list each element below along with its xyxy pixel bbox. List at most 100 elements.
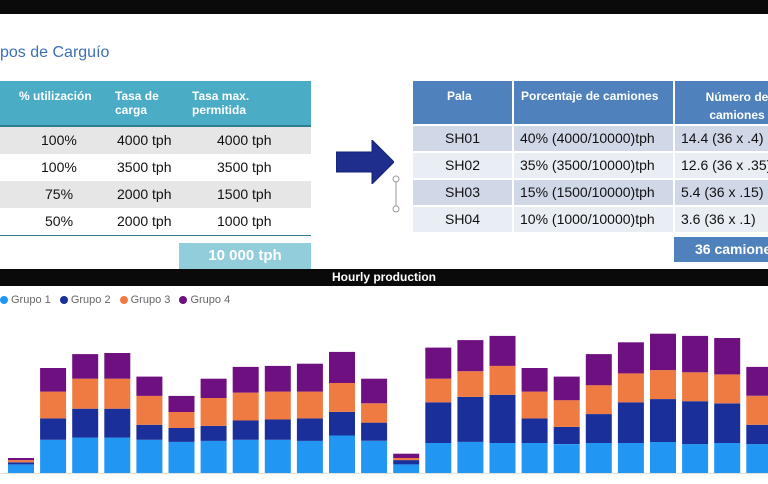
bar-segment-grupo-2[interactable]: [72, 408, 99, 438]
bar-segment-grupo-3[interactable]: [232, 392, 259, 421]
bar-segment-grupo-4[interactable]: [232, 366, 259, 393]
bar-segment-grupo-1[interactable]: [425, 443, 452, 473]
bar-segment-grupo-3[interactable]: [617, 373, 644, 403]
bar-segment-grupo-1[interactable]: [72, 437, 99, 473]
bar-segment-grupo-3[interactable]: [585, 385, 612, 414]
bar-segment-grupo-1[interactable]: [168, 441, 195, 473]
bar-segment-grupo-2[interactable]: [746, 424, 768, 445]
bar-segment-grupo-1[interactable]: [361, 440, 388, 473]
bar-segment-grupo-2[interactable]: [585, 414, 612, 443]
bar-segment-grupo-2[interactable]: [8, 462, 34, 465]
bar-segment-grupo-4[interactable]: [104, 353, 131, 379]
bar-segment-grupo-4[interactable]: [329, 351, 355, 383]
bar-segment-grupo-2[interactable]: [682, 401, 709, 445]
bar-segment-grupo-3[interactable]: [489, 365, 516, 395]
bar-segment-grupo-3[interactable]: [296, 391, 323, 419]
legend-item[interactable]: Grupo 3: [119, 294, 170, 306]
bar-segment-grupo-3[interactable]: [682, 372, 709, 402]
bar-segment-grupo-1[interactable]: [393, 464, 420, 473]
bar-segment-grupo-1[interactable]: [104, 437, 131, 473]
bar-segment-grupo-4[interactable]: [585, 354, 612, 386]
bar-segment-grupo-2[interactable]: [521, 418, 548, 443]
bar-segment-grupo-1[interactable]: [521, 443, 548, 473]
bar-segment-grupo-1[interactable]: [296, 440, 323, 473]
bar-segment-grupo-3[interactable]: [457, 371, 484, 397]
bar-segment-grupo-1[interactable]: [617, 443, 644, 473]
bar-segment-grupo-2[interactable]: [553, 426, 580, 444]
bar-segment-grupo-2[interactable]: [296, 418, 323, 441]
bar-segment-grupo-4[interactable]: [553, 376, 580, 401]
bar-segment-grupo-1[interactable]: [200, 440, 227, 473]
bar-segment-grupo-3[interactable]: [393, 458, 420, 461]
bar-segment-grupo-2[interactable]: [168, 428, 195, 442]
bar-segment-grupo-4[interactable]: [136, 376, 163, 396]
bar-segment-grupo-1[interactable]: [553, 444, 580, 473]
bar-segment-grupo-4[interactable]: [200, 378, 227, 398]
bar-segment-grupo-4[interactable]: [682, 335, 709, 373]
bar-segment-grupo-4[interactable]: [457, 340, 484, 372]
bar-segment-grupo-1[interactable]: [650, 441, 676, 473]
bar-segment-grupo-4[interactable]: [714, 338, 741, 375]
bar-segment-grupo-2[interactable]: [650, 399, 676, 442]
bar-segment-grupo-2[interactable]: [40, 418, 67, 440]
bar-segment-grupo-4[interactable]: [8, 458, 34, 461]
bar-segment-grupo-4[interactable]: [72, 354, 99, 379]
bar-segment-grupo-3[interactable]: [136, 395, 163, 425]
bar-segment-grupo-4[interactable]: [746, 366, 768, 396]
bar-segment-grupo-1[interactable]: [585, 443, 612, 473]
bar-segment-grupo-1[interactable]: [714, 443, 741, 473]
bar-segment-grupo-3[interactable]: [8, 460, 34, 463]
bar-segment-grupo-1[interactable]: [264, 439, 291, 473]
bar-segment-grupo-3[interactable]: [264, 391, 291, 420]
bar-segment-grupo-4[interactable]: [521, 368, 548, 392]
legend-item[interactable]: Grupo 4: [179, 294, 230, 306]
bar-segment-grupo-3[interactable]: [521, 391, 548, 419]
bar-segment-grupo-3[interactable]: [650, 370, 676, 399]
bar-segment-grupo-1[interactable]: [489, 443, 516, 473]
bar-segment-grupo-3[interactable]: [746, 395, 768, 425]
bar-segment-grupo-2[interactable]: [393, 460, 420, 465]
bar-segment-grupo-4[interactable]: [361, 378, 388, 404]
bar-segment-grupo-2[interactable]: [617, 402, 644, 443]
bar-segment-grupo-2[interactable]: [361, 422, 388, 441]
bar-segment-grupo-3[interactable]: [72, 378, 99, 409]
legend-item[interactable]: Grupo 1: [0, 294, 51, 306]
bar-segment-grupo-4[interactable]: [168, 395, 195, 412]
bar-segment-grupo-1[interactable]: [232, 439, 259, 473]
resize-handle-icon[interactable]: [392, 174, 400, 214]
bar-segment-grupo-1[interactable]: [682, 444, 709, 473]
bar-segment-grupo-3[interactable]: [168, 411, 195, 428]
bar-segment-grupo-4[interactable]: [296, 363, 323, 392]
bar-segment-grupo-4[interactable]: [40, 368, 67, 392]
bar-segment-grupo-2[interactable]: [425, 402, 452, 443]
bar-segment-grupo-3[interactable]: [329, 383, 355, 412]
bar-segment-grupo-1[interactable]: [136, 439, 163, 473]
bar-segment-grupo-3[interactable]: [104, 378, 131, 409]
bar-segment-grupo-3[interactable]: [200, 398, 227, 426]
bar-segment-grupo-3[interactable]: [40, 391, 67, 419]
bar-segment-grupo-4[interactable]: [393, 453, 420, 458]
bar-segment-grupo-1[interactable]: [457, 441, 484, 473]
bar-segment-grupo-3[interactable]: [553, 400, 580, 427]
bar-segment-grupo-4[interactable]: [264, 365, 291, 392]
bar-segment-grupo-2[interactable]: [104, 408, 131, 438]
bar-segment-grupo-4[interactable]: [489, 335, 516, 366]
bar-segment-grupo-2[interactable]: [329, 411, 355, 436]
bar-segment-grupo-1[interactable]: [329, 435, 355, 474]
bar-segment-grupo-3[interactable]: [714, 374, 741, 404]
bar-segment-grupo-3[interactable]: [361, 403, 388, 423]
legend-item[interactable]: Grupo 2: [59, 294, 111, 306]
bar-segment-grupo-3[interactable]: [425, 378, 452, 403]
bar-segment-grupo-1[interactable]: [746, 444, 768, 473]
bar-segment-grupo-2[interactable]: [489, 394, 516, 443]
bar-segment-grupo-4[interactable]: [425, 347, 452, 379]
bar-segment-grupo-4[interactable]: [617, 342, 644, 374]
bar-segment-grupo-2[interactable]: [457, 396, 484, 442]
bar-segment-grupo-1[interactable]: [8, 464, 34, 473]
bar-segment-grupo-2[interactable]: [264, 419, 291, 440]
bar-segment-grupo-1[interactable]: [40, 439, 67, 473]
bar-segment-grupo-2[interactable]: [136, 424, 163, 440]
bar-segment-grupo-2[interactable]: [200, 425, 227, 441]
bar-segment-grupo-2[interactable]: [714, 403, 741, 443]
bar-segment-grupo-4[interactable]: [650, 333, 676, 371]
